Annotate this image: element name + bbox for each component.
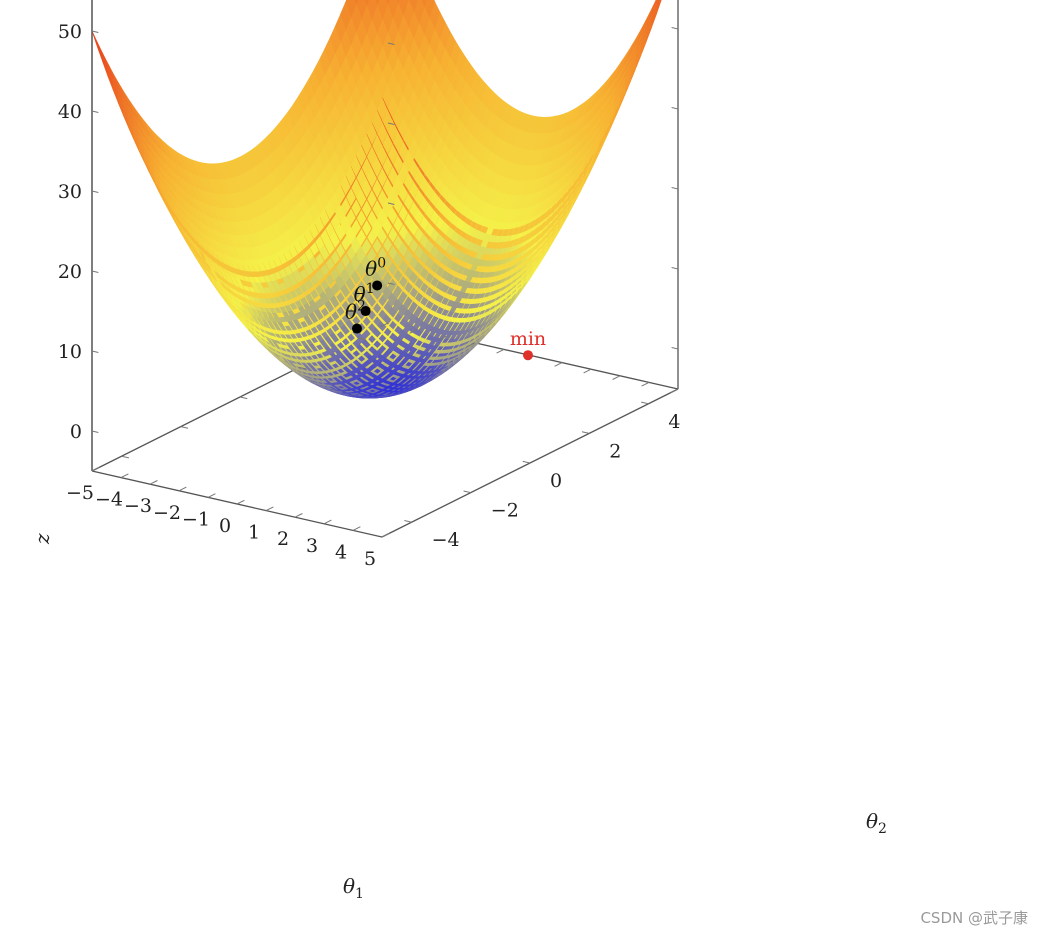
z-tick-label: 30: [58, 181, 82, 203]
y-tick: [463, 490, 471, 494]
theta-point-label: θ1: [354, 281, 375, 306]
x-tick-label: −2: [153, 502, 181, 524]
x-tick: [612, 375, 621, 380]
z-tick-label: 20: [58, 261, 82, 283]
y-tick: [299, 366, 307, 370]
z-tick: [91, 190, 99, 193]
x-tick: [120, 473, 129, 479]
theta-point: [360, 306, 371, 317]
z-tick: [387, 282, 395, 285]
x-tick: [670, 388, 679, 394]
x-tick: [381, 532, 390, 538]
x-tick: [207, 493, 216, 498]
x-tick-label: 0: [219, 515, 231, 537]
x-tick: [236, 499, 245, 505]
y-tick: [641, 401, 649, 405]
z-tick-label: 10: [58, 341, 82, 363]
y-tick-label: 4: [668, 411, 680, 433]
x-tick: [467, 342, 476, 347]
x-tick: [583, 368, 592, 374]
y-tick: [404, 520, 412, 523]
x-tick-label: −4: [95, 489, 123, 511]
surface-patch: [385, 0, 390, 6]
z-tick: [91, 270, 99, 273]
z-tick: [387, 202, 395, 205]
x-tick: [409, 329, 418, 334]
surface-mesh: [91, 0, 662, 399]
y-tick-label: −2: [491, 500, 519, 522]
min-point: [523, 350, 533, 361]
z-tick: [671, 267, 679, 270]
x-tick-label: 5: [364, 548, 376, 570]
y-tick: [239, 396, 248, 400]
z-tick: [671, 347, 679, 350]
z-tick: [671, 107, 679, 110]
z-tick-label: 40: [58, 101, 82, 123]
z-tick: [91, 30, 99, 33]
surface-patch: [91, 30, 103, 58]
x-tick-label: 2: [277, 528, 289, 550]
z-tick: [387, 42, 395, 45]
x-tick: [496, 348, 505, 354]
x-tick: [323, 519, 332, 525]
min-point-label: min: [510, 328, 546, 350]
y-tick-label: −4: [432, 529, 460, 551]
z-tick: [91, 350, 99, 353]
x-axis-label: θ1: [343, 874, 364, 902]
x-tick: [265, 506, 274, 512]
y-tick: [522, 460, 531, 464]
z-tick-label: 0: [70, 421, 82, 443]
y-tick: [358, 337, 366, 340]
theta-point-label: θ2: [345, 299, 366, 324]
y-tick-label: 0: [550, 470, 562, 492]
x-tick: [438, 335, 447, 341]
x-tick: [641, 381, 650, 387]
theta-point: [372, 280, 383, 291]
watermark: CSDN @武子康: [920, 909, 1028, 927]
x-tick-label: −5: [66, 482, 94, 504]
theta-point: [351, 323, 362, 334]
z-tick: [671, 27, 679, 30]
z-tick: [671, 187, 679, 190]
x-tick-label: −1: [182, 508, 210, 530]
x-tick: [380, 322, 389, 328]
x-tick: [294, 513, 303, 518]
x-tick: [91, 466, 100, 472]
y-axis-label: θ2: [866, 809, 887, 837]
x-tick-label: 3: [306, 535, 318, 557]
x-tick-label: −3: [124, 495, 152, 517]
z-tick-label: 50: [58, 21, 82, 43]
z-tick: [91, 110, 99, 113]
z-tick: [387, 122, 395, 125]
axis-ticks: [91, 27, 679, 538]
y-tick: [581, 431, 590, 434]
x-tick-label: 4: [335, 541, 347, 563]
z-axis-label: z: [30, 533, 54, 545]
x-tick: [352, 526, 361, 531]
theta-point-label: θ0: [365, 255, 386, 280]
x-tick: [554, 362, 563, 367]
x-tick-label: 1: [248, 522, 260, 544]
y-tick: [180, 426, 189, 429]
x-tick: [178, 486, 187, 492]
y-tick-label: 2: [609, 440, 621, 462]
y-tick: [121, 455, 129, 459]
z-tick: [91, 430, 99, 433]
x-tick: [149, 480, 158, 485]
surface-patch: [354, 0, 359, 6]
